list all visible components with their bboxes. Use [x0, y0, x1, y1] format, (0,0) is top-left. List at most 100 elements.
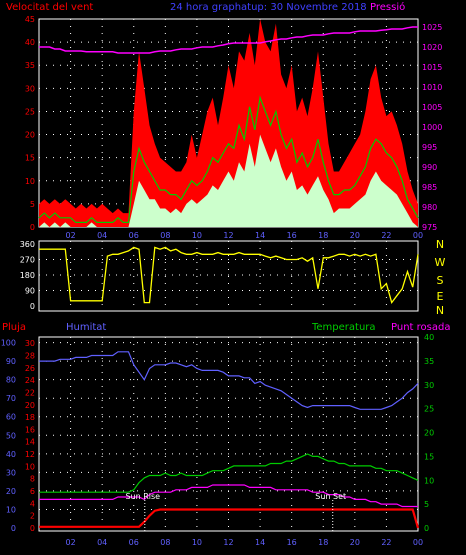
- humidity-y-tick: 80: [6, 376, 16, 385]
- direction-y-tick: 90: [25, 287, 35, 296]
- humidity-y-tick: 10: [6, 505, 16, 514]
- wind-y-tick: 30: [25, 84, 35, 93]
- wind-y-tick: 35: [25, 61, 35, 70]
- rain-y-tick: 0: [30, 524, 35, 533]
- direction-y-tick: 0: [30, 302, 35, 311]
- direction-y-tick: 270: [20, 256, 35, 265]
- compass-label-n: N: [436, 304, 444, 317]
- wind-x-tick: 18: [318, 231, 328, 240]
- compass-label-e: E: [437, 290, 444, 303]
- wind-avg-line: [38, 95, 419, 223]
- compass-label-s: S: [437, 274, 444, 287]
- hum-x-tick: 00: [413, 538, 423, 547]
- wind-x-tick: 22: [381, 231, 391, 240]
- humidity-label: Humitat: [66, 322, 106, 333]
- wind-x-tick: 12: [223, 231, 233, 240]
- temperature-y-tick: 25: [424, 405, 434, 414]
- wind-speed-label: Velocitat del vent: [6, 2, 93, 13]
- hum-x-tick: 04: [97, 538, 107, 547]
- wind-x-tick: 14: [255, 231, 265, 240]
- rain-y-tick: 26: [25, 364, 35, 373]
- rain-y-tick: 30: [25, 339, 35, 348]
- humidity-y-tick: 60: [6, 413, 16, 422]
- humidity-y-tick: 100: [1, 339, 16, 348]
- pressure-y-tick: 1005: [422, 103, 442, 112]
- pressure-label: Pressió: [370, 1, 405, 13]
- hum-x-tick: 18: [318, 538, 328, 547]
- humidity-line: [39, 351, 419, 410]
- compass-label-n: N: [436, 238, 444, 251]
- pressure-y-tick: 995: [422, 143, 437, 152]
- rain-y-tick: 14: [25, 438, 35, 447]
- rain-y-tick: 2: [30, 512, 35, 521]
- wind-min-area: [39, 134, 418, 227]
- humidity-y-tick: 40: [6, 450, 16, 459]
- direction-line: [39, 246, 419, 305]
- humidity-y-tick: 0: [11, 524, 16, 533]
- rain-y-tick: 28: [25, 351, 35, 360]
- rain-label: Pluja: [2, 322, 26, 333]
- hum-x-tick: 08: [160, 538, 170, 547]
- humidity-temperature-panel: 02 04 06 08 10 12 14 16 18 20 22 000102030405060708…: [1, 333, 434, 547]
- pressure-y-tick: 1025: [422, 23, 442, 32]
- rain-y-tick: 8: [30, 475, 35, 484]
- humidity-y-tick: 90: [6, 357, 16, 366]
- hum-x-tick: 06: [129, 538, 139, 547]
- wind-y-tick: 25: [25, 107, 35, 116]
- wind-y-tick: 0: [30, 223, 35, 232]
- sunrise-label: Sun Rise: [125, 492, 160, 501]
- rain-y-tick: 6: [30, 487, 35, 496]
- sunset-label: Sun Set: [315, 492, 346, 501]
- compass-label-w: W: [435, 256, 446, 269]
- wind-y-tick: 40: [25, 38, 35, 47]
- wind-x-tick: 10: [192, 231, 202, 240]
- temperature-y-tick: 15: [424, 452, 434, 461]
- rain-y-tick: 24: [25, 376, 35, 385]
- pressure-y-tick: 980: [422, 203, 437, 212]
- humidity-y-tick: 30: [6, 468, 16, 477]
- rain-y-tick: 16: [25, 425, 35, 434]
- rain-y-tick: 4: [30, 499, 35, 508]
- temperature-line: [39, 453, 419, 493]
- wind-x-tick: 04: [97, 231, 107, 240]
- pressure-y-tick: 1015: [422, 63, 442, 72]
- dewpoint-line: [39, 484, 418, 508]
- hum-x-tick: 02: [65, 538, 75, 547]
- wind-y-tick: 20: [25, 131, 35, 140]
- hum-x-tick: 22: [381, 538, 391, 547]
- humidity-y-tick: 20: [6, 487, 16, 496]
- chart-title: 24 hora graphatup: 30 Novembre 2018: [170, 2, 367, 13]
- pressure-line: [39, 26, 418, 54]
- pressure-y-tick: 1010: [422, 83, 442, 92]
- temperature-y-tick: 20: [424, 429, 434, 438]
- pressure-y-tick: 1020: [422, 43, 442, 52]
- wind-y-tick: 15: [25, 154, 35, 163]
- wind-x-tick: 16: [287, 231, 297, 240]
- wind-x-tick: 02: [65, 231, 75, 240]
- humidity-y-tick: 50: [6, 431, 16, 440]
- temperature-y-tick: 30: [424, 381, 434, 390]
- wind-y-tick: 5: [30, 200, 35, 209]
- wind-x-tick: 06: [129, 231, 139, 240]
- rain-y-tick: 20: [25, 401, 35, 410]
- rain-y-tick: 12: [25, 450, 35, 459]
- temperature-y-tick: 35: [424, 357, 434, 366]
- pressure-y-tick: 985: [422, 183, 437, 192]
- temperature-label: Temperatura: [311, 322, 376, 333]
- hum-x-tick: 14: [255, 538, 265, 547]
- wind-x-tick: 20: [350, 231, 360, 240]
- pressure-y-tick: 975: [422, 223, 437, 232]
- hum-x-tick: 16: [287, 538, 297, 547]
- rain-line: [39, 508, 420, 529]
- temperature-y-tick: 0: [424, 524, 429, 533]
- wind-x-tick: 00: [413, 231, 423, 240]
- pressure-y-tick: 990: [422, 163, 437, 172]
- rain-y-tick: 10: [25, 462, 35, 471]
- direction-y-tick: 180: [20, 271, 35, 280]
- wind-y-tick: 45: [25, 15, 35, 24]
- temperature-y-tick: 10: [424, 476, 434, 485]
- temperature-y-tick: 40: [424, 333, 434, 342]
